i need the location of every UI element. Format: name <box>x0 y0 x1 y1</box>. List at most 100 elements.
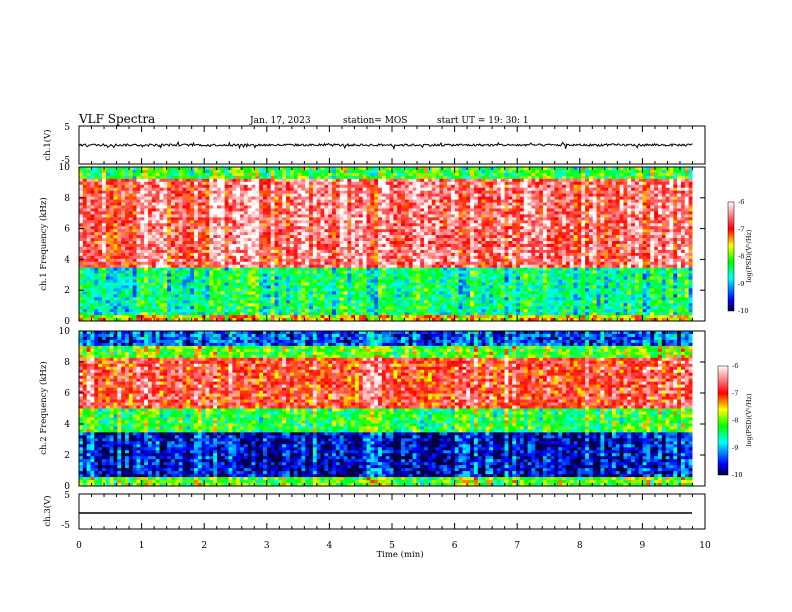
spectrogram-cell <box>416 235 420 238</box>
spectrogram-cell <box>148 297 152 300</box>
spectrogram-cell <box>221 235 225 238</box>
spectrogram-cell <box>194 300 198 303</box>
start-time-label: start UT = 19: 30: 1 <box>437 116 529 126</box>
spectrogram-cell <box>179 173 183 176</box>
spectrogram-cell <box>367 200 371 203</box>
spectrogram-cell <box>321 217 325 220</box>
spectrogram-cell <box>355 256 359 259</box>
spectrogram-cell <box>328 312 332 315</box>
spectrogram-cell <box>416 271 420 274</box>
spectrogram-cell <box>160 185 164 188</box>
spectrogram-cell <box>393 285 397 288</box>
spectrogram-cell <box>244 226 248 229</box>
spectrogram-cell <box>439 191 443 194</box>
spectrogram-cell <box>271 274 275 277</box>
spectrogram-cell <box>106 274 110 277</box>
spectrogram-cell <box>91 208 95 211</box>
spectrogram-cell <box>98 306 102 309</box>
spectrogram-cell <box>370 206 374 209</box>
spectrogram-cell <box>313 291 317 294</box>
spectrogram-cell <box>114 312 118 315</box>
spectrogram-cell <box>439 197 443 200</box>
spectrogram-cell <box>217 244 221 247</box>
spectrogram-cell <box>271 259 275 262</box>
spectrogram-cell <box>420 291 424 294</box>
spectrogram-cell <box>416 194 420 197</box>
spectrogram-cell <box>317 203 321 206</box>
spectrogram-cell <box>232 309 236 312</box>
spectrogram-cell <box>255 217 259 220</box>
spectrogram-cell <box>232 235 236 238</box>
spectrogram-cell <box>439 247 443 250</box>
spectrogram-cell <box>409 214 413 217</box>
spectrogram-cell <box>401 309 405 312</box>
spectrogram-cell <box>133 170 137 173</box>
spectrogram-cell <box>347 294 351 297</box>
spectrogram-cell <box>374 200 378 203</box>
spectrogram-cell <box>114 288 118 291</box>
spectrogram-cell <box>209 285 213 288</box>
spectrogram-cell <box>317 259 321 262</box>
spectrogram-cell <box>386 179 390 182</box>
spectrogram-cell <box>294 244 298 247</box>
spectrogram-cell <box>324 253 328 256</box>
spectrogram-cell <box>290 241 294 244</box>
spectrogram-cell <box>117 214 121 217</box>
spectrogram-cell <box>91 283 95 286</box>
spectrogram-cell <box>144 241 148 244</box>
spectrogram-cell <box>290 229 294 232</box>
spectrogram-cell <box>393 214 397 217</box>
spectrogram-cell <box>121 179 125 182</box>
spectrogram-cell <box>202 306 206 309</box>
spectrogram-cell <box>413 300 417 303</box>
spectrogram-cell <box>359 173 363 176</box>
spectrogram-cell <box>202 294 206 297</box>
spectrogram-cell <box>336 194 340 197</box>
spectrogram-cell <box>413 280 417 283</box>
spectrogram-cell <box>175 238 179 241</box>
spectrogram-cell <box>163 253 167 256</box>
spectrogram-cell <box>236 291 240 294</box>
spectrogram-cell <box>263 179 267 182</box>
spectrogram-cell <box>309 315 313 318</box>
spectrogram-cell <box>206 217 210 220</box>
date-label: Jan. 17, 2023 <box>249 116 311 126</box>
spectrogram-cell <box>175 250 179 253</box>
spectrogram-cell <box>428 194 432 197</box>
spectrogram-cell <box>140 203 144 206</box>
spectrogram-cell <box>190 226 194 229</box>
spectrogram-cell <box>83 277 87 280</box>
spectrogram-cell <box>83 280 87 283</box>
spectrogram-cell <box>156 262 160 265</box>
spectrogram-cell <box>275 208 279 211</box>
spectrogram-cell <box>87 283 91 286</box>
spectrogram-cell <box>259 306 263 309</box>
spectrogram-cell <box>179 277 183 280</box>
spectrogram-cell <box>213 203 217 206</box>
spectrogram-cell <box>87 268 91 271</box>
spectrogram-cell <box>244 291 248 294</box>
spectrogram-cell <box>259 206 263 209</box>
spectrogram-cell <box>359 271 363 274</box>
spectrogram-cell <box>324 185 328 188</box>
spectrogram-cell <box>183 283 187 286</box>
spectrogram-cell <box>340 173 344 176</box>
spectrogram-cell <box>351 277 355 280</box>
spectrogram-cell <box>443 288 447 291</box>
spectrogram-cell <box>167 256 171 259</box>
spectrogram-cell <box>393 256 397 259</box>
spectrogram-cell <box>347 194 351 197</box>
spectrogram-cell <box>259 208 263 211</box>
spectrogram-cell <box>209 288 213 291</box>
spectrogram-cell <box>309 265 313 268</box>
spectrogram-cell <box>367 170 371 173</box>
spectrogram-cell <box>413 274 417 277</box>
spectrogram-cell <box>278 259 282 262</box>
spectrogram-cell <box>87 211 91 214</box>
spectrogram-cell <box>413 173 417 176</box>
spectrogram-cell <box>190 238 194 241</box>
spectrogram-cell <box>378 274 382 277</box>
spectrogram-cell <box>267 185 271 188</box>
spectrogram-cell <box>321 223 325 226</box>
spectrogram-cell <box>91 232 95 235</box>
